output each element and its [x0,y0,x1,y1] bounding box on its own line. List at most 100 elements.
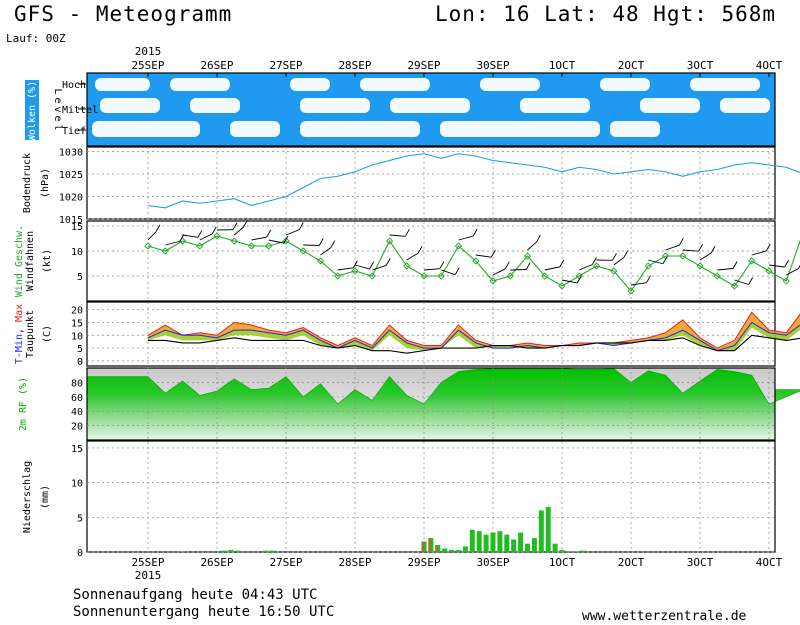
precip-bar [545,506,551,552]
wind-barb-flag [385,258,391,266]
precip-bar [566,551,572,552]
precip-bar [269,550,275,552]
y-tick-label: 1025 [59,170,83,181]
wind-barb-flag [504,261,510,270]
precip-ylabel-b: (mm) [40,485,51,509]
temperature-band [148,312,800,351]
date-label-bottom: 30SEP [476,556,509,569]
wind-barb [648,259,664,265]
wind-barb-flag [576,275,582,284]
date-axis-bottom: 25SEP 26SEP 27SEP 28SEP 29SEP 30SEP 1OCT 2OCT 3O… [131,556,782,569]
wind-speed-point [230,237,238,245]
precip-bar [449,549,455,552]
wind-barb [458,235,474,241]
date-label-top: 26SEP [200,59,233,72]
wind-speed-point [506,272,514,280]
panel-frame-humidity [86,367,776,441]
wind-barb [475,254,492,258]
y-tick-label: 5 [77,272,83,283]
wind-ylabel-a: Wind Geschw. [14,225,25,297]
wind-speed-line [147,235,800,292]
wind-barb [199,233,213,241]
wind-barb [734,279,749,285]
precip-bar [235,550,241,552]
precip-bar [483,534,489,552]
date-label-top: 3OCT [687,59,714,72]
wind-speed-point [713,272,721,280]
precip-ylabel: Niederschlag (mm) [22,461,51,533]
wind-barb-flag [536,234,541,243]
location-info: Lon: 16 Lat: 48 Hgt: 568m [435,2,777,26]
wind-barb [751,250,767,256]
cloud-patch [190,98,240,113]
date-label-bottom: 25SEP [131,556,164,569]
y-tick-label: 1020 [59,193,83,204]
wind-barb [337,267,354,271]
wind-barb [630,282,647,286]
wind-speed-point [454,242,463,250]
date-label-top: 29SEP [407,59,440,72]
precip-bar-snow [428,538,431,552]
wind-barb-flag [454,267,460,275]
date-label-top: 4OCT [756,59,783,72]
cloud-patch [230,121,280,137]
cloud-patch [690,78,760,91]
wind-barb-flag [369,261,375,270]
cloud-patch [640,98,700,113]
precip-bar [456,549,461,552]
precip-bar [518,532,524,552]
t-ylabel-tmin: T-Min [14,334,25,364]
wind-barb [389,234,406,237]
wind-speed-point [679,252,687,260]
date-label-bottom: 29SEP [407,556,440,569]
chart-title: GFS - Meteogramm [14,2,233,26]
wind-barb-flag [612,253,617,261]
wind-panel [86,220,776,302]
wind-speed-point [213,232,221,240]
source-url[interactable]: www.wetterzentrale.de [582,609,747,624]
t-ylabel-max: Max [14,304,25,322]
wind-barb-flag [266,229,272,238]
chart-marks [144,153,800,552]
wind-barb-flag [698,243,704,252]
pressure-line [147,153,800,209]
precip-bar [221,550,227,552]
precip-bar [525,543,530,552]
pressure-ylabel-a: Bodendruck [22,153,33,213]
level-caption: Level [52,88,63,133]
y-tick-label: 10 [71,247,83,258]
wind-barb [372,264,387,271]
wind-barb-flag [232,222,238,230]
wind-barb [147,231,157,241]
wind-barb-flag [318,238,324,246]
y-tick-label: 1015 [59,215,83,226]
wind-speed-point [420,272,428,280]
wind-barb [613,257,625,266]
wind-speed-point [472,257,480,265]
gridlines [87,73,775,553]
wind-speed-point [351,267,359,275]
wind-barb-flag [559,259,565,268]
wind-barb [768,264,785,268]
date-label-bottom: 28SEP [338,556,371,569]
cloud-patch [390,98,470,113]
precip-bar [497,531,503,552]
wind-barb-flag [591,257,597,265]
cloud-level-label: Mittel [62,105,98,116]
wind-barb-flag [404,229,410,237]
date-label-top: 25SEP [131,59,164,72]
precip-bar [504,534,510,552]
wind-barb-flag [678,237,684,246]
cloud-patch [92,121,200,137]
wind-barb [441,269,456,276]
wind-barb-flag [646,275,651,283]
wind-barb-flag [211,226,217,235]
y-tick-label: 0 [77,548,83,559]
date-axis-top: 25SEP 26SEP 27SEP 28SEP 29SEP 30SEP 1OCT 2OCT 3O… [131,59,782,72]
y-tick-label: 20 [71,422,83,433]
pressure-ylabel-b: (hPa) [40,168,51,198]
precip-bar [428,538,434,552]
cloud-level-label: Hoch [62,80,86,91]
meteogram-chart: 1015102010251030510150510152020406080051… [14,45,800,580]
cloud-axis-title: Wolken (%) Level [25,80,63,141]
